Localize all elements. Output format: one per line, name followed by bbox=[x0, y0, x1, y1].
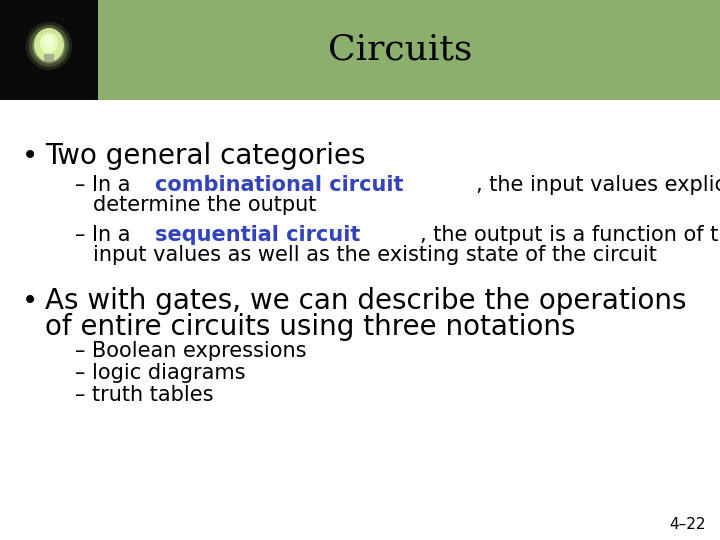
Ellipse shape bbox=[26, 22, 72, 70]
Text: As with gates, we can describe the operations: As with gates, we can describe the opera… bbox=[45, 287, 686, 315]
FancyBboxPatch shape bbox=[44, 54, 54, 62]
Text: input values as well as the existing state of the circuit: input values as well as the existing sta… bbox=[93, 245, 657, 265]
Ellipse shape bbox=[45, 36, 53, 46]
Text: – In a: – In a bbox=[75, 225, 137, 245]
Ellipse shape bbox=[35, 32, 63, 60]
FancyBboxPatch shape bbox=[0, 0, 720, 100]
Ellipse shape bbox=[40, 33, 58, 53]
Text: , the input values explicitly: , the input values explicitly bbox=[476, 175, 720, 195]
Ellipse shape bbox=[29, 25, 69, 67]
Text: Two general categories: Two general categories bbox=[45, 142, 366, 170]
Text: – truth tables: – truth tables bbox=[75, 385, 214, 405]
FancyBboxPatch shape bbox=[0, 0, 98, 100]
Text: – Boolean expressions: – Boolean expressions bbox=[75, 341, 307, 361]
Text: Circuits: Circuits bbox=[328, 33, 472, 67]
Text: •: • bbox=[22, 142, 38, 170]
Text: of entire circuits using three notations: of entire circuits using three notations bbox=[45, 313, 575, 341]
Ellipse shape bbox=[38, 35, 60, 57]
Text: , the output is a function of the: , the output is a function of the bbox=[420, 225, 720, 245]
Text: 4–22: 4–22 bbox=[670, 517, 706, 532]
Text: combinational circuit: combinational circuit bbox=[156, 175, 404, 195]
Text: – logic diagrams: – logic diagrams bbox=[75, 363, 246, 383]
Text: – In a: – In a bbox=[75, 175, 137, 195]
Ellipse shape bbox=[32, 28, 66, 64]
Text: sequential circuit: sequential circuit bbox=[156, 225, 361, 245]
Text: •: • bbox=[22, 287, 38, 315]
Ellipse shape bbox=[34, 28, 64, 62]
Text: determine the output: determine the output bbox=[93, 195, 316, 215]
